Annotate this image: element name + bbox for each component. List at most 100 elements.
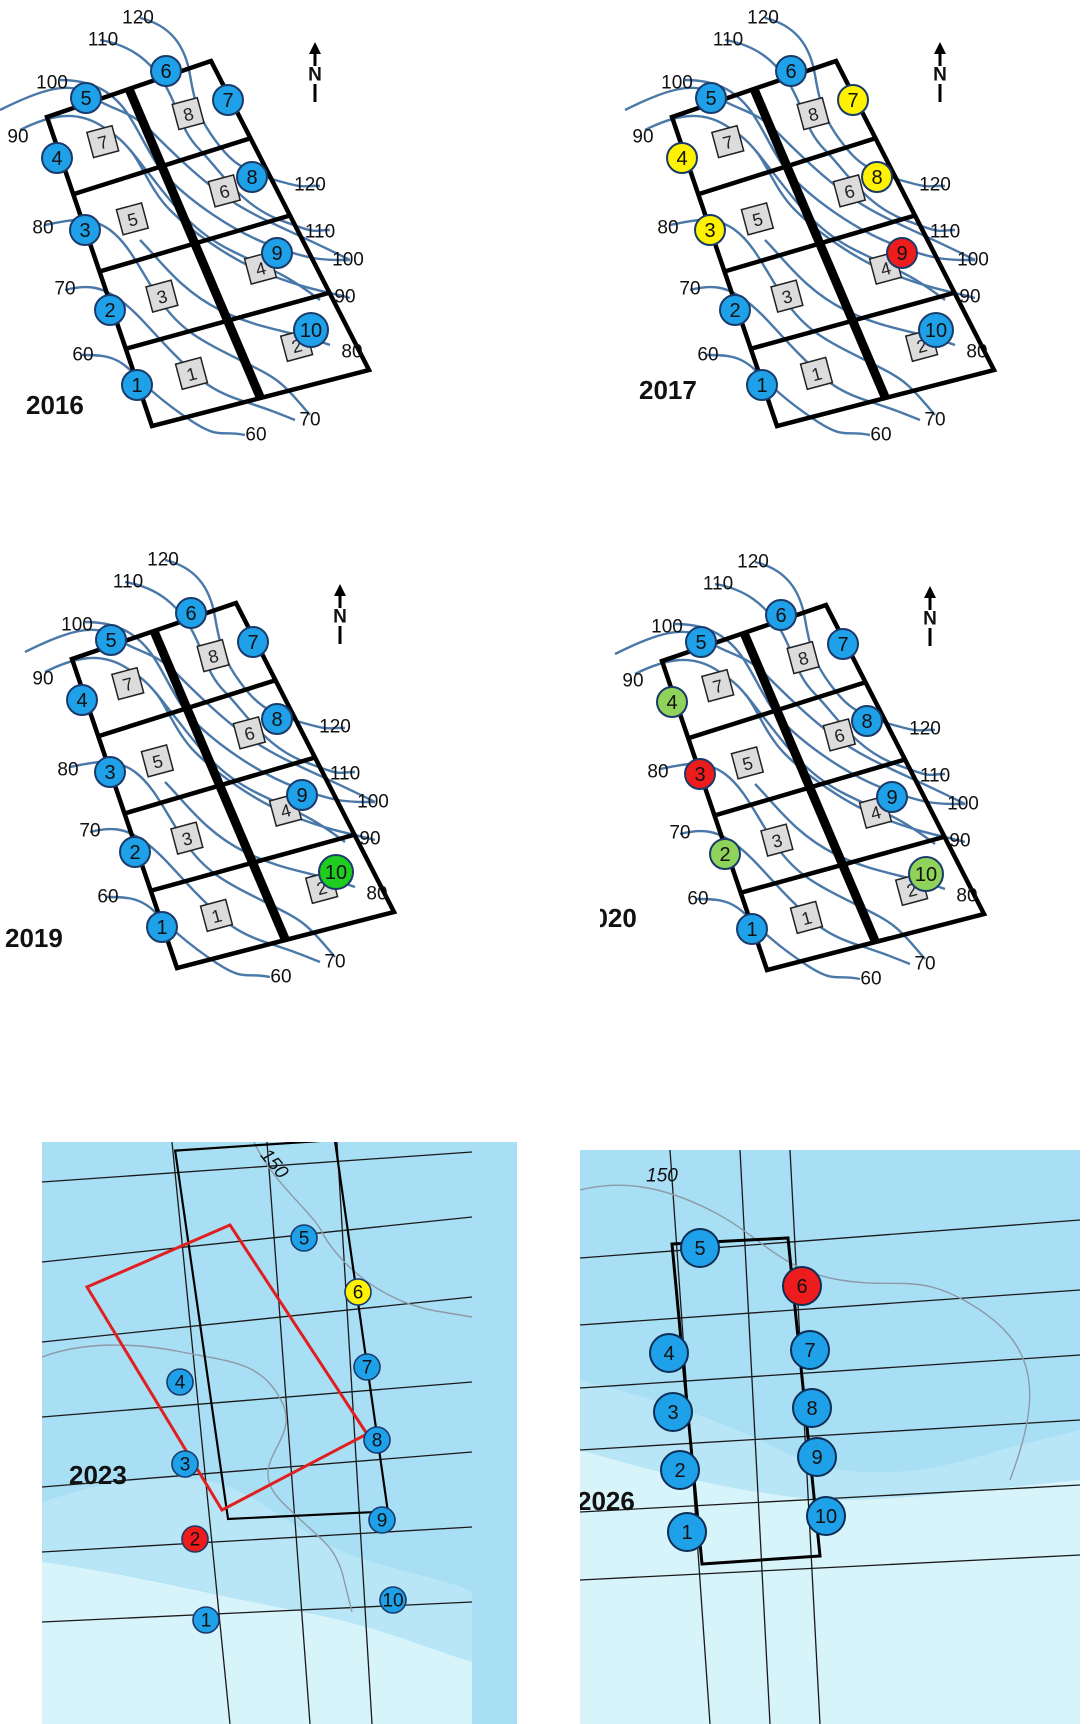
contour-label: 90 (959, 287, 980, 308)
contour-label: 120 (919, 175, 951, 196)
well-marker (792, 1388, 832, 1428)
year-label: 2020 (600, 903, 637, 933)
plot-marker: 7 (710, 124, 745, 159)
plot-label: 1 (799, 907, 814, 929)
well-label: 3 (694, 764, 705, 786)
grid-line (580, 1554, 1080, 1581)
plot-marker: 8 (171, 96, 205, 131)
well-label: 2 (729, 300, 740, 322)
plot-frame (669, 58, 998, 429)
well-label: 1 (756, 375, 767, 397)
contour-label: 60 (97, 887, 118, 908)
well-marker (694, 214, 726, 246)
contour-label: 70 (679, 279, 700, 300)
contour-label: 90 (622, 671, 643, 692)
well-label: 5 (694, 1238, 705, 1260)
well-label: 9 (377, 1511, 388, 1532)
north-label: N (933, 65, 947, 86)
well-label: 4 (676, 148, 687, 170)
plot-label: 6 (832, 725, 847, 747)
well-label: 5 (695, 632, 706, 654)
contour-line (124, 580, 356, 774)
north-label: N (923, 609, 937, 630)
north-arrow: N (923, 586, 937, 646)
well-marker (684, 758, 716, 790)
plot-marker: 8 (196, 638, 230, 673)
grid-line (580, 1354, 1080, 1389)
contour-label: 120 (909, 719, 941, 740)
shallow-area (42, 1562, 472, 1724)
year-label: 2026 (580, 1486, 635, 1516)
well-label: 9 (296, 785, 307, 807)
contour-line (580, 1184, 1031, 1481)
plot-label: 4 (253, 258, 268, 280)
plot-label: 7 (121, 674, 136, 696)
well-label: 3 (180, 1455, 191, 1476)
contour-label: 120 (737, 552, 769, 573)
contour-line (614, 630, 966, 806)
contour-label: 90 (7, 127, 28, 148)
well-marker (649, 1333, 689, 1373)
contour-label: 110 (920, 766, 950, 787)
row-divider (123, 755, 316, 816)
plot-label: 4 (878, 258, 893, 280)
contour-label: 100 (357, 792, 389, 813)
contour-label: 100 (651, 617, 683, 638)
plot-marker: 1 (789, 900, 824, 935)
well-label: 2 (104, 300, 115, 322)
well-label: 8 (861, 711, 872, 733)
contour-label: 150 (646, 1166, 678, 1187)
contour-label: 80 (657, 218, 678, 239)
well-label: 6 (185, 603, 196, 625)
plot-frame (659, 602, 988, 973)
grid-line (42, 1451, 473, 1488)
contour-label: 120 (147, 550, 179, 571)
well-marker (150, 55, 182, 87)
contour-line (99, 38, 331, 232)
well-marker (70, 82, 102, 114)
well-label: 2 (129, 842, 140, 864)
plot-label: 6 (842, 181, 857, 203)
plot-marker: 8 (796, 96, 830, 131)
contour-label: 110 (703, 574, 733, 595)
well-label: 8 (271, 709, 282, 731)
contour-label: 120 (122, 8, 154, 29)
row-divider (98, 213, 291, 274)
plot-label: 5 (740, 753, 755, 775)
grid-line (42, 1526, 473, 1553)
row-divider (72, 136, 252, 197)
contour-label: 100 (661, 73, 693, 94)
north-arrow: N (333, 584, 347, 644)
grid-line (580, 1219, 1080, 1259)
plot-marker: 5 (115, 202, 150, 236)
contour-label: 60 (72, 345, 93, 366)
diagram-2019: 7856341212345678910120110100908070606070… (5, 550, 398, 988)
grid-line (42, 1151, 473, 1183)
contour-label: 60 (860, 969, 881, 990)
well-marker (827, 628, 859, 660)
contour-label: 100 (36, 73, 68, 94)
diagram-2020: 7856341212345678910120110100908070606070… (600, 552, 988, 990)
plot-marker: 7 (700, 668, 735, 703)
grid-line (266, 1142, 311, 1724)
contour-label: 110 (930, 222, 960, 243)
well-label: 5 (299, 1229, 310, 1250)
contour-label: 70 (79, 821, 100, 842)
well-label: 8 (806, 1398, 817, 1420)
contour-label: 60 (270, 967, 291, 988)
contour-label: 60 (697, 345, 718, 366)
well-label: 1 (131, 375, 142, 397)
well-marker (94, 294, 126, 326)
plot-label: 4 (278, 800, 293, 822)
well-label: 9 (811, 1447, 822, 1469)
well-label: 6 (353, 1283, 364, 1304)
well-marker (908, 856, 944, 892)
grid-line (580, 1419, 1080, 1451)
well-marker (886, 237, 918, 269)
plot-label: 1 (209, 905, 224, 927)
well-label: 5 (705, 88, 716, 110)
plot-label: 8 (181, 104, 196, 126)
grid-line (171, 1142, 231, 1724)
contour-line (24, 628, 376, 804)
contour-label: 70 (54, 279, 75, 300)
